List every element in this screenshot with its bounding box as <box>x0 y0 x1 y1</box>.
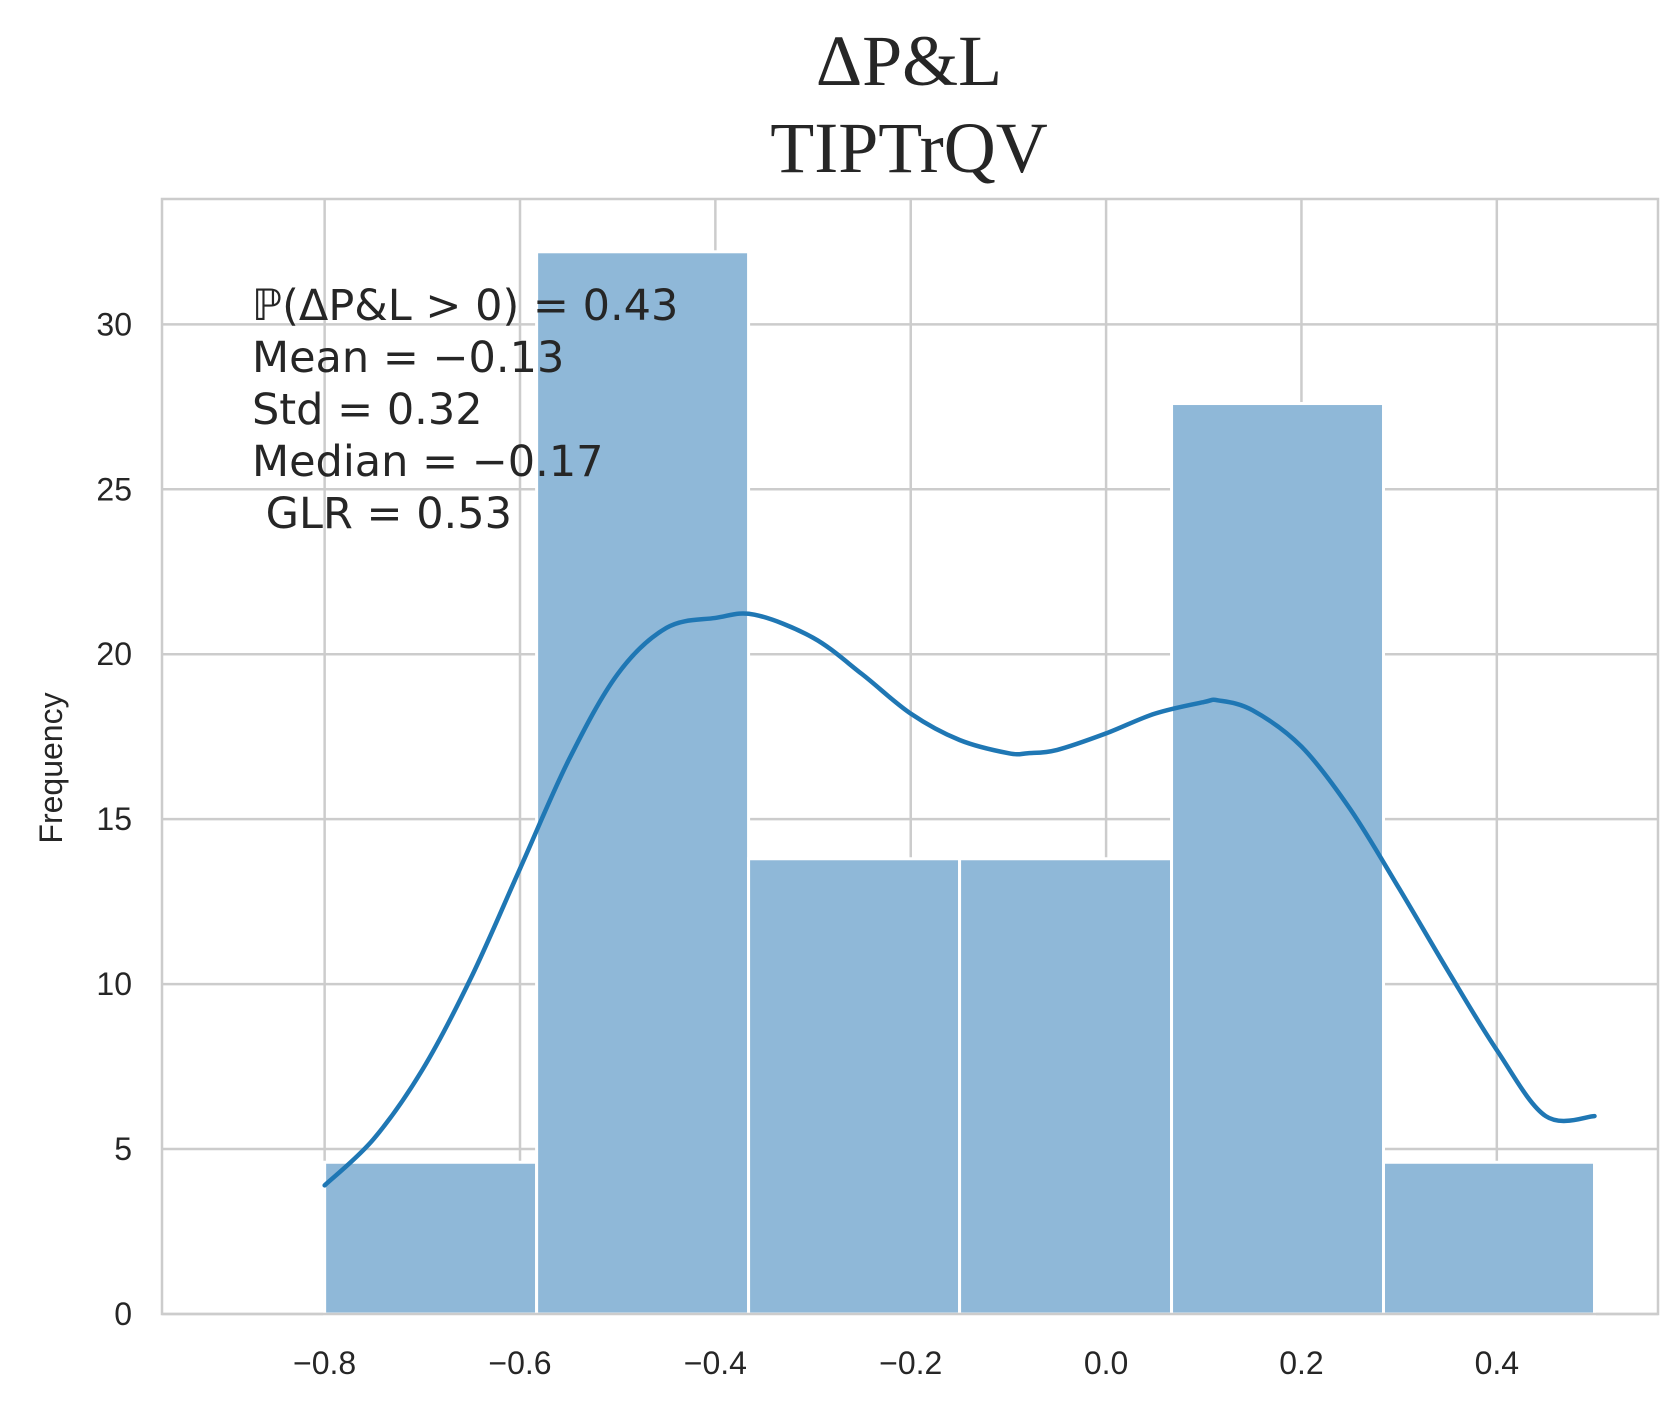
y-tick-label-5: 25 <box>96 471 132 507</box>
x-tick-label-2: −0.4 <box>684 1345 747 1381</box>
chart-title-line1: ΔP&L <box>816 21 1002 101</box>
y-tick-label-0: 0 <box>114 1296 132 1332</box>
histogram-bar-1 <box>535 250 751 1316</box>
y-axis-label: Frequency <box>33 692 69 843</box>
x-tick-label-4: 0.0 <box>1084 1345 1128 1381</box>
y-tick-label-3: 15 <box>96 801 132 837</box>
x-tick-label-1: −0.6 <box>488 1345 551 1381</box>
x-tick-label-6: 0.4 <box>1475 1345 1519 1381</box>
y-tick-label-2: 10 <box>96 966 132 1002</box>
x-tick-label-5: 0.2 <box>1279 1345 1323 1381</box>
x-axis-ticks: −0.8 −0.6 −0.4 −0.2 0.0 0.2 0.4 <box>293 1345 1519 1381</box>
kde-curve <box>322 611 1597 1188</box>
stats-line-2: Std = 0.32 <box>252 385 483 435</box>
chart-title: ΔP&L TIPTrQV <box>770 21 1047 188</box>
x-tick-label-0: −0.8 <box>293 1345 356 1381</box>
histogram-bar-0 <box>323 1160 539 1316</box>
histogram-bars <box>323 250 1597 1316</box>
stats-line-3: Median = −0.17 <box>252 437 604 487</box>
stats-line-4: GLR = 0.53 <box>252 489 512 539</box>
x-tick-label-3: −0.2 <box>879 1345 942 1381</box>
axes-border <box>160 197 1660 1316</box>
histogram-bar-2 <box>747 857 962 1316</box>
y-axis-ticks: 0 5 10 15 20 25 30 <box>96 306 132 1332</box>
stats-line-0: ℙ(ΔP&L > 0) = 0.43 <box>252 281 678 331</box>
y-tick-label-4: 20 <box>96 636 132 672</box>
histogram-bar-4 <box>1170 402 1386 1316</box>
y-tick-label-6: 30 <box>96 306 132 342</box>
axes-frame <box>160 197 1660 1316</box>
chart-title-line2: TIPTrQV <box>770 108 1047 188</box>
kde-curve-group <box>322 611 1597 1188</box>
stats-line-1: Mean = −0.13 <box>252 333 564 383</box>
y-tick-label-1: 5 <box>114 1131 132 1167</box>
histogram-bar-3 <box>958 857 1174 1316</box>
histogram-bar-5 <box>1382 1160 1597 1316</box>
